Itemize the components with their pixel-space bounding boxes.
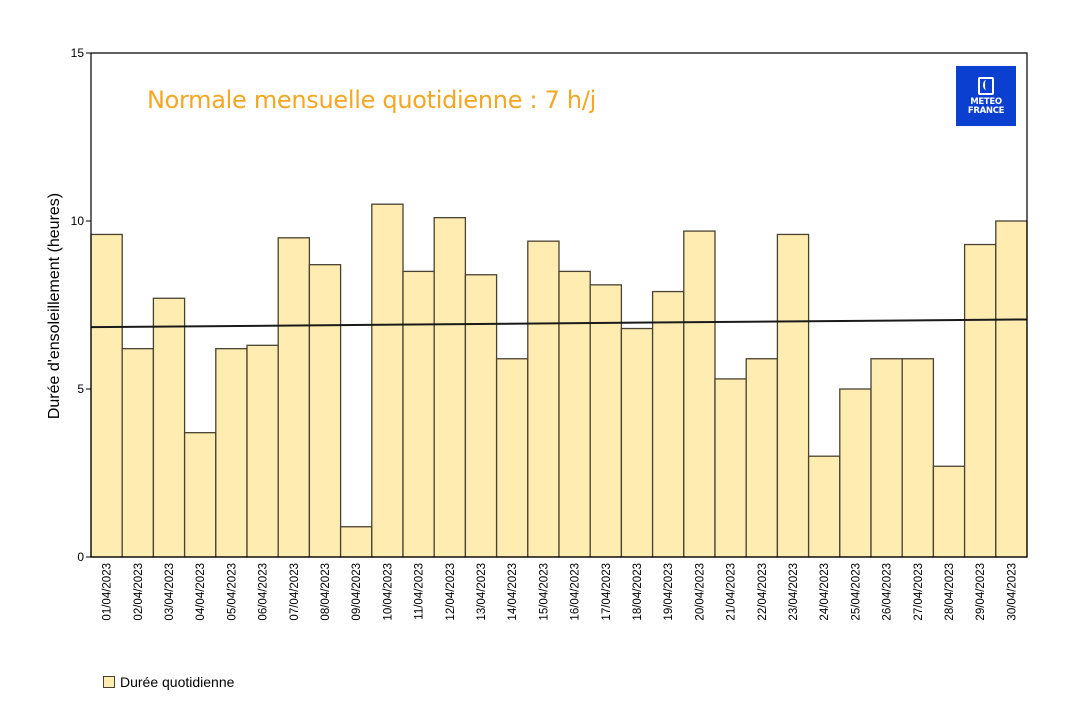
x-axis-labels: 01/04/2023 02/04/2023 03/04/2023 04/04/2023… <box>102 563 1019 621</box>
x-tick-label: 18/04/2023 <box>632 563 644 621</box>
y-tick-label: 0 <box>77 550 84 564</box>
meteo-france-logo: METEO FRANCE <box>956 66 1016 126</box>
x-tick-label: 29/04/2023 <box>975 563 987 621</box>
bar-22/04/2023 <box>745 358 779 558</box>
x-tick-label: 26/04/2023 <box>882 563 894 621</box>
x-tick-label: 04/04/2023 <box>195 563 207 621</box>
logo-line-1: METEO <box>970 96 1002 107</box>
x-tick-label: 08/04/2023 <box>320 563 332 621</box>
x-tick-label: 24/04/2023 <box>819 563 831 621</box>
x-tick-label: 14/04/2023 <box>507 563 519 621</box>
logo-line-2: FRANCE <box>967 105 1005 116</box>
x-tick-label: 05/04/2023 <box>226 563 238 621</box>
x-tick-label: 03/04/2023 <box>164 563 176 621</box>
bar-21/04/2023 <box>714 378 747 558</box>
bar-26/04/2023 <box>870 358 903 558</box>
legend: Durée quotidienne <box>103 674 234 690</box>
legend-label: Durée quotidienne <box>120 674 235 690</box>
bar-09/04/2023 <box>339 526 373 558</box>
x-tick-label: 30/04/2023 <box>1006 563 1018 621</box>
bar-28/04/2023 <box>932 465 966 558</box>
bar-30/04/2023 <box>995 220 1028 558</box>
bar-14/04/2023 <box>495 358 529 558</box>
bar-04/04/2023 <box>183 432 217 558</box>
x-tick-label: 27/04/2023 <box>913 563 925 621</box>
bar-10/04/2023 <box>371 203 404 558</box>
bar-02/04/2023 <box>121 348 155 558</box>
bar-19/04/2023 <box>651 290 685 558</box>
bar-01/04/2023 <box>90 233 123 558</box>
bar-05/04/2023 <box>215 348 248 558</box>
y-tick-label: 15 <box>71 46 85 60</box>
x-tick-label: 01/04/2023 <box>102 563 114 621</box>
y-tick-label: 5 <box>77 382 84 396</box>
x-tick-label: 28/04/2023 <box>944 563 956 621</box>
trend-line-path <box>90 318 1028 329</box>
legend-swatch-icon <box>103 676 115 688</box>
bar-25/04/2023 <box>839 388 872 558</box>
bar-13/04/2023 <box>464 274 498 558</box>
monthly-normal-annotation: Normale mensuelle quotidienne : 7 h/j <box>147 86 596 114</box>
x-tick-label: 10/04/2023 <box>382 563 394 621</box>
trend-line <box>90 318 1028 329</box>
bar-17/04/2023 <box>589 284 623 558</box>
y-axis-ticks: 0 5 10 15 <box>71 46 91 564</box>
x-tick-label: 09/04/2023 <box>351 563 363 621</box>
bar-24/04/2023 <box>807 455 841 558</box>
x-tick-label: 19/04/2023 <box>663 563 675 621</box>
bar-03/04/2023 <box>152 297 186 558</box>
bar-16/04/2023 <box>558 270 591 558</box>
bar-27/04/2023 <box>901 358 935 558</box>
x-tick-label: 21/04/2023 <box>726 563 738 621</box>
x-tick-label: 11/04/2023 <box>414 563 426 620</box>
x-tick-label: 23/04/2023 <box>788 563 800 621</box>
x-tick-label: 16/04/2023 <box>570 563 582 621</box>
x-tick-label: 20/04/2023 <box>694 563 706 621</box>
x-tick-label: 25/04/2023 <box>850 563 862 621</box>
bar-06/04/2023 <box>246 344 279 558</box>
bar-20/04/2023 <box>683 230 716 558</box>
y-axis-title: Durée d'ensoleillement (heures) <box>46 193 63 419</box>
x-tick-label: 02/04/2023 <box>133 563 145 621</box>
x-tick-label: 12/04/2023 <box>445 563 457 621</box>
x-tick-label: 06/04/2023 <box>258 563 270 621</box>
bars-group <box>90 203 1028 558</box>
bar-11/04/2023 <box>402 270 435 558</box>
bar-29/04/2023 <box>963 243 997 558</box>
x-tick-label: 22/04/2023 <box>757 563 769 621</box>
x-tick-label: 17/04/2023 <box>601 563 613 621</box>
x-tick-label: 07/04/2023 <box>289 563 301 621</box>
x-tick-label: 15/04/2023 <box>538 563 550 621</box>
bar-07/04/2023 <box>277 237 311 558</box>
bar-15/04/2023 <box>527 240 560 558</box>
bar-23/04/2023 <box>776 233 810 558</box>
bar-08/04/2023 <box>308 264 342 558</box>
y-tick-label: 10 <box>71 214 85 228</box>
x-tick-label: 13/04/2023 <box>476 563 488 621</box>
bar-12/04/2023 <box>433 216 467 558</box>
meteo-france-logo-icon <box>978 76 994 95</box>
bar-18/04/2023 <box>620 327 654 558</box>
